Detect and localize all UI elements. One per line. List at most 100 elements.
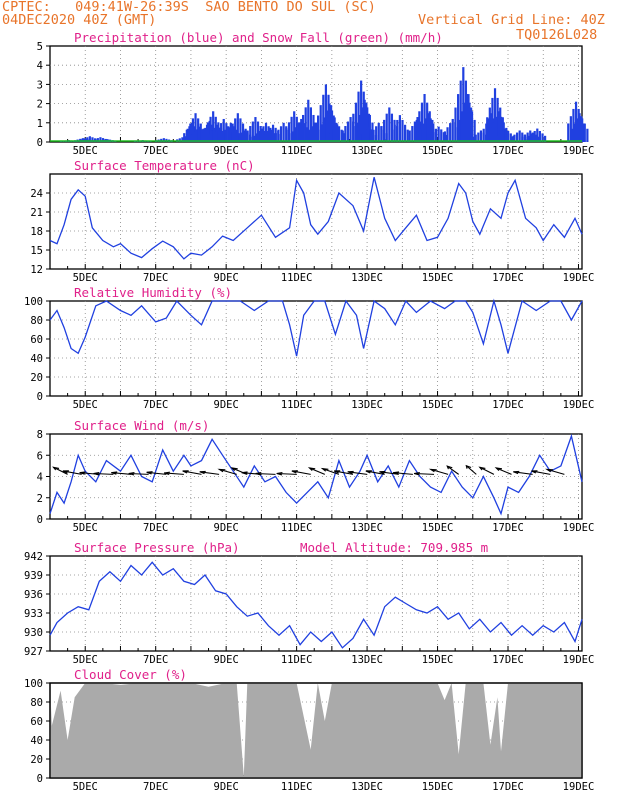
precip-bar: [530, 133, 534, 142]
precip-bar: [468, 102, 471, 142]
precip-bar: [349, 117, 352, 142]
wind-arrow: [291, 470, 311, 475]
precip-bar: [337, 126, 341, 142]
precip-bar: [366, 107, 369, 142]
precip-bar: [327, 133, 330, 142]
wind-arrowhead: [291, 470, 298, 474]
rh-series-line: [49, 298, 583, 357]
precip-bar: [518, 130, 521, 142]
x-tick-label: 5DEC: [73, 145, 98, 157]
x-tick-label: 13DEC: [351, 399, 383, 411]
x-tick-label: 13DEC: [351, 522, 383, 534]
precip-bar: [88, 136, 91, 142]
precip-bar: [396, 119, 399, 142]
wind-arrow: [479, 466, 495, 475]
precip-bar: [465, 94, 468, 142]
precip-bar: [541, 133, 544, 142]
precip-bar: [363, 99, 366, 142]
precip-bar: [259, 129, 262, 142]
precip-bar: [355, 122, 358, 142]
wind-arrowhead: [320, 467, 329, 472]
precip-bar: [220, 123, 223, 142]
wind-arrow: [513, 471, 533, 475]
x-tick-label: 11DEC: [281, 781, 313, 793]
y-tick-label: 1: [37, 118, 43, 130]
precip-bar: [457, 94, 460, 142]
precip-bar: [344, 126, 347, 142]
precip-bar: [204, 127, 207, 142]
precip-bar: [403, 124, 407, 142]
precip-bar: [474, 134, 477, 142]
precip-bar: [328, 103, 331, 142]
y-tick-label: 942: [24, 551, 43, 563]
panel-title: Surface Temperature (nC): [74, 158, 255, 173]
precip-bar: [375, 126, 378, 142]
panel-title: Relative Humidity (%): [74, 285, 232, 300]
precip-bar: [354, 102, 358, 142]
precip-bar: [241, 132, 244, 142]
precip-bar: [470, 111, 474, 142]
precip-bar: [277, 129, 280, 142]
wind-arrow: [128, 472, 149, 475]
precip-bar: [443, 131, 447, 142]
precip-bar: [504, 128, 507, 142]
wind-arrowhead: [199, 470, 206, 475]
header-line1: CPTEC: 049:41W-26:39S SAO BENTO DO SUL (…: [2, 0, 376, 15]
precip-bar: [319, 105, 322, 142]
x-tick-label: 7DEC: [143, 522, 168, 534]
y-tick-label: 8: [37, 429, 43, 441]
wind-arrow: [182, 470, 202, 475]
x-tick-label: 19DEC: [563, 522, 595, 534]
precip-bar: [317, 115, 320, 142]
precip-bar: [398, 115, 401, 142]
precip-bar: [583, 123, 586, 142]
wind-arrow: [465, 465, 477, 475]
y-tick-label: 0: [37, 773, 43, 785]
precip-bar: [236, 113, 239, 142]
precip-bar: [573, 123, 576, 142]
wind-arrowhead: [478, 466, 486, 471]
wind-arrowhead: [79, 471, 86, 475]
precip-bar: [287, 122, 291, 142]
wind-arrowhead: [393, 471, 400, 475]
precip-bar: [256, 121, 260, 142]
precip-bar: [206, 122, 210, 142]
y-tick-label: 3: [37, 79, 43, 91]
precip-bar: [367, 126, 370, 142]
precip-bar: [493, 88, 497, 142]
precip-bar: [346, 121, 350, 142]
x-tick-label: 5DEC: [73, 522, 98, 534]
precip-bar: [314, 122, 317, 142]
y-tick-label: 60: [30, 716, 43, 728]
precip-bar: [282, 122, 285, 142]
x-tick-label: 7DEC: [143, 272, 168, 284]
precip-bar: [415, 119, 418, 142]
precip-bar: [330, 129, 333, 142]
precip-bar: [266, 130, 269, 142]
precip-bar: [309, 107, 312, 142]
cloud-cover-area: [50, 683, 582, 778]
precip-bar: [419, 128, 422, 142]
precip-bar: [429, 118, 432, 142]
x-tick-label: 7DEC: [143, 781, 168, 793]
precip-bar: [472, 136, 475, 142]
x-tick-label: 19DEC: [563, 399, 595, 411]
precip-bar: [423, 94, 426, 142]
wind-arrowhead: [128, 472, 135, 476]
x-tick-label: 17DEC: [492, 399, 524, 411]
y-tick-label: 0: [37, 137, 43, 149]
precip-bar: [538, 130, 541, 142]
precip-bar: [359, 134, 362, 142]
wind-arrowhead: [93, 472, 100, 476]
precip-bar: [420, 102, 424, 142]
panel-cloud: 0 20 40 60 80 100 5DEC 7DEC 9DEC 11DEC 13DEC 15DEC 1…: [24, 667, 594, 793]
wind-arrowhead: [52, 466, 60, 471]
y-tick-label: 4: [37, 472, 43, 484]
precip-bar: [372, 129, 375, 142]
wind-arrowhead: [146, 471, 153, 475]
wind-arrow: [255, 472, 276, 475]
precip-bar: [86, 137, 89, 142]
precip-bar: [575, 118, 579, 142]
precip-bar: [292, 131, 295, 142]
precip-bar: [274, 133, 277, 142]
